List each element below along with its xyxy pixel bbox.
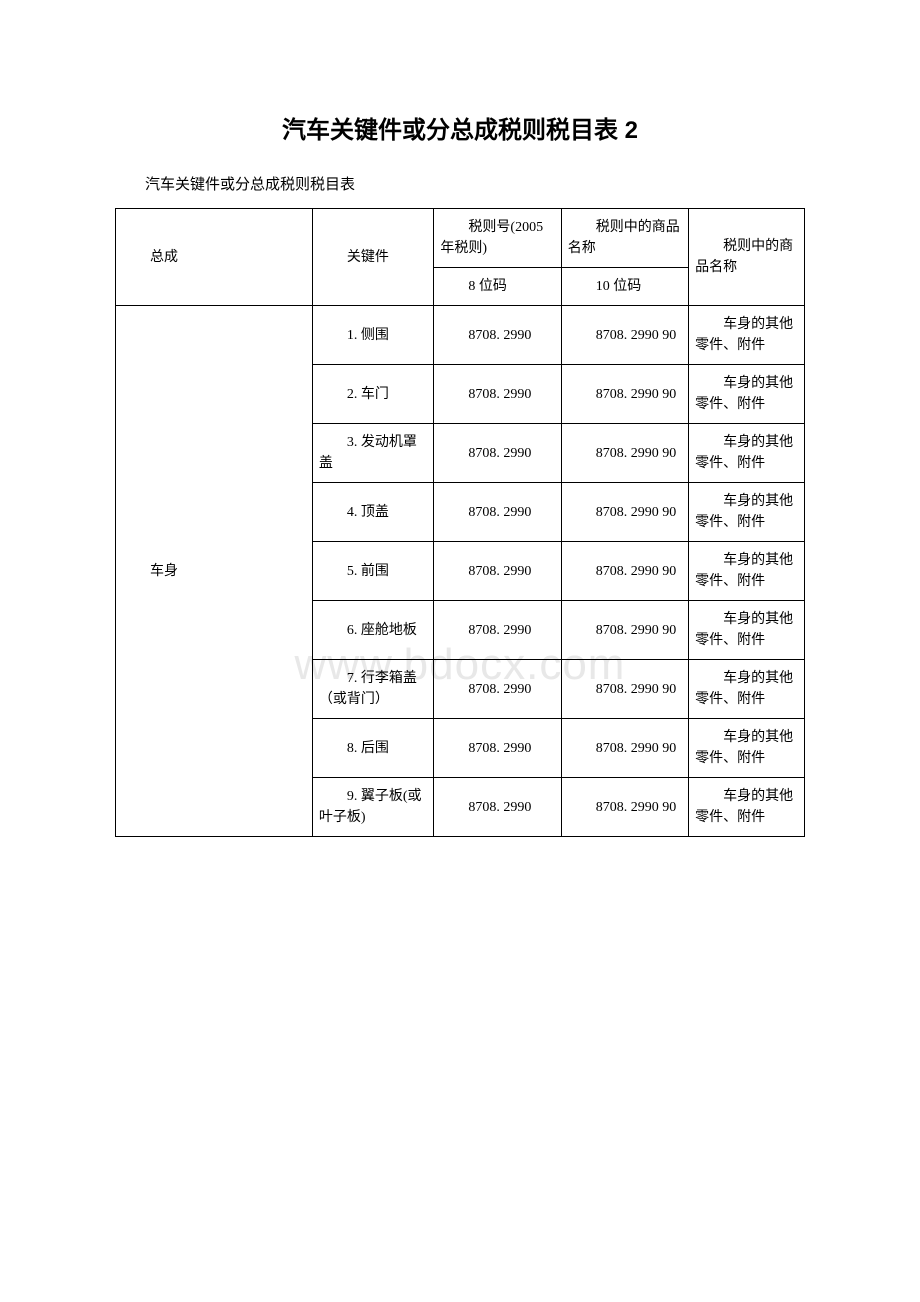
code10-cell: 8708. 2990 90 (561, 542, 688, 601)
code8-cell: 8708. 2990 (434, 424, 561, 483)
name-cell: 车身的其他零件、附件 (689, 306, 805, 365)
name-cell: 车身的其他零件、附件 (689, 660, 805, 719)
header-name-title-a: 税则中的商品名称 (561, 209, 688, 268)
header-code10: 10 位码 (561, 268, 688, 306)
code10-cell: 8708. 2990 90 (561, 719, 688, 778)
document-title: 汽车关键件或分总成税则税目表 2 (115, 110, 805, 145)
code8-cell: 8708. 2990 (434, 365, 561, 424)
header-code8: 8 位码 (434, 268, 561, 306)
table-row: 车身 1. 侧围 8708. 2990 8708. 2990 90 车身的其他零… (116, 306, 805, 365)
name-cell: 车身的其他零件、附件 (689, 365, 805, 424)
code8-cell: 8708. 2990 (434, 660, 561, 719)
key-part-cell: 8. 后围 (312, 719, 434, 778)
code10-cell: 8708. 2990 90 (561, 601, 688, 660)
name-cell: 车身的其他零件、附件 (689, 424, 805, 483)
code10-cell: 8708. 2990 90 (561, 424, 688, 483)
name-cell: 车身的其他零件、附件 (689, 778, 805, 837)
tariff-table: 总成 关键件 税则号(2005 年税则) 税则中的商品名称 税则中的商品名称 8… (115, 208, 805, 837)
code8-cell: 8708. 2990 (434, 483, 561, 542)
key-part-cell: 2. 车门 (312, 365, 434, 424)
key-part-cell: 3. 发动机罩盖 (312, 424, 434, 483)
code10-cell: 8708. 2990 90 (561, 306, 688, 365)
header-name-title-b: 税则中的商品名称 (689, 209, 805, 306)
key-part-cell: 7. 行李箱盖（或背门） (312, 660, 434, 719)
name-cell: 车身的其他零件、附件 (689, 719, 805, 778)
name-cell: 车身的其他零件、附件 (689, 601, 805, 660)
assembly-cell: 车身 (116, 306, 313, 837)
key-part-cell: 5. 前围 (312, 542, 434, 601)
header-code-title: 税则号(2005 年税则) (434, 209, 561, 268)
key-part-cell: 4. 顶盖 (312, 483, 434, 542)
name-cell: 车身的其他零件、附件 (689, 483, 805, 542)
name-cell: 车身的其他零件、附件 (689, 542, 805, 601)
table-header-row-1: 总成 关键件 税则号(2005 年税则) 税则中的商品名称 税则中的商品名称 (116, 209, 805, 268)
header-assembly: 总成 (116, 209, 313, 306)
code10-cell: 8708. 2990 90 (561, 365, 688, 424)
code10-cell: 8708. 2990 90 (561, 660, 688, 719)
code8-cell: 8708. 2990 (434, 542, 561, 601)
header-key-part: 关键件 (312, 209, 434, 306)
key-part-cell: 1. 侧围 (312, 306, 434, 365)
code8-cell: 8708. 2990 (434, 719, 561, 778)
document-subtitle: 汽车关键件或分总成税则税目表 (115, 173, 805, 194)
key-part-cell: 6. 座舱地板 (312, 601, 434, 660)
key-part-cell: 9. 翼子板(或叶子板) (312, 778, 434, 837)
code8-cell: 8708. 2990 (434, 601, 561, 660)
code10-cell: 8708. 2990 90 (561, 778, 688, 837)
code10-cell: 8708. 2990 90 (561, 483, 688, 542)
code8-cell: 8708. 2990 (434, 778, 561, 837)
code8-cell: 8708. 2990 (434, 306, 561, 365)
